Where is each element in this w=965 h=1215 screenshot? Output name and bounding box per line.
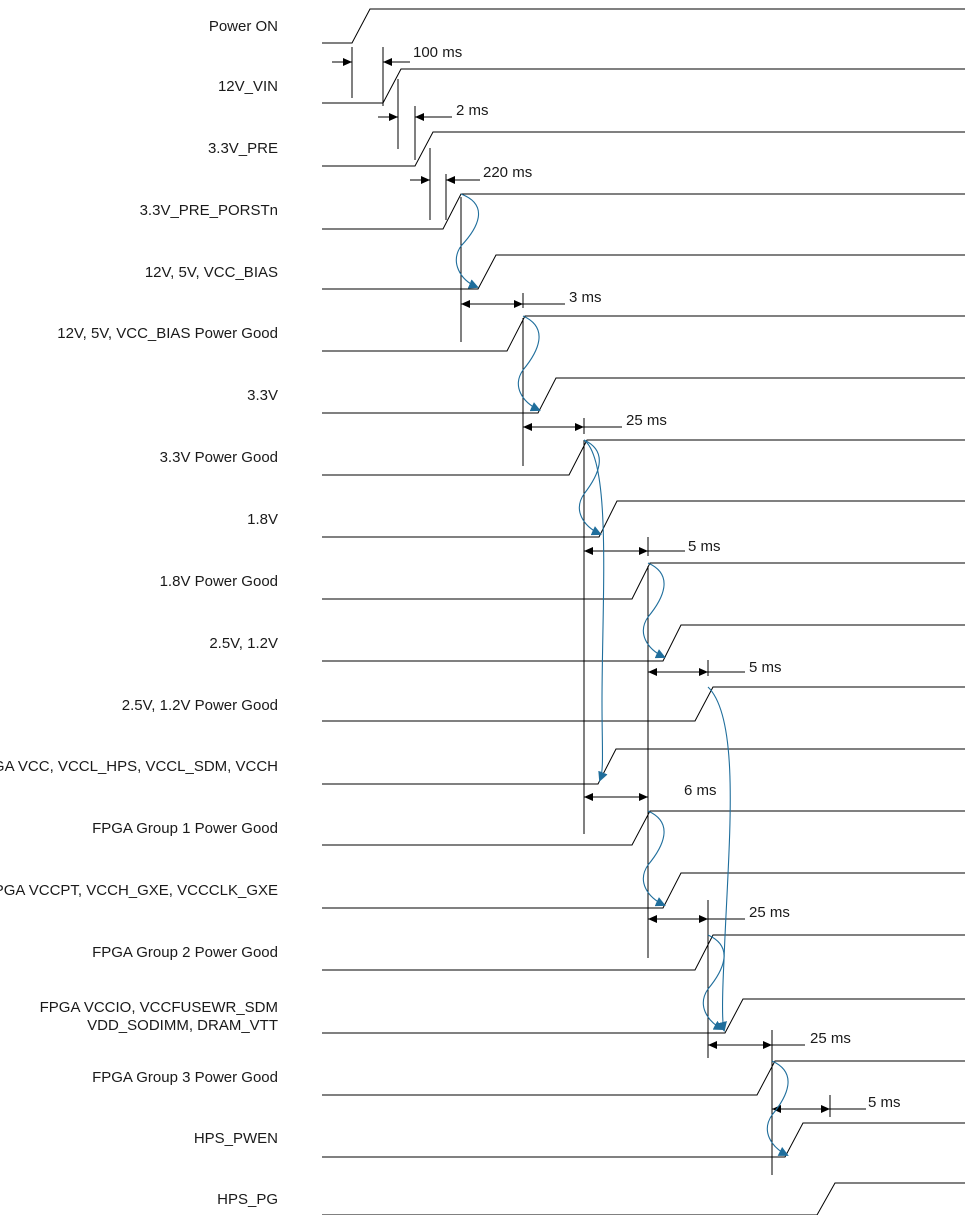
dependency-arrow <box>707 686 731 1032</box>
delay-dimensions: 100 ms 2 ms 220 ms 3 ms 25 ms 5 ms 5 ms 6 ms 25 … <box>332 44 901 1175</box>
signal-label: 3.3V_PRE_PORSTn <box>140 202 278 219</box>
waveform-trace <box>322 624 965 662</box>
waveform-trace <box>322 1060 965 1096</box>
signal-label: HPS_PWEN <box>194 1130 278 1147</box>
signal-label: FPGA VCC, VCCL_HPS, VCCL_SDM, VCCH <box>0 758 278 775</box>
delay-label: 5 ms <box>868 1094 901 1111</box>
waveform-trace <box>322 562 965 600</box>
signal-label: 12V, 5V, VCC_BIAS <box>145 264 278 281</box>
dependency-arrow <box>642 810 666 907</box>
waveform-trace <box>322 810 965 846</box>
waveform-trace <box>322 131 965 167</box>
signal-label: FPGA VCCIO, VCCFUSEWR_SDM <box>40 999 278 1016</box>
delay-label: 220 ms <box>483 164 532 181</box>
waveform-trace <box>322 315 965 352</box>
delay-label: 100 ms <box>413 44 462 61</box>
signal-label: HPS_PG <box>217 1191 278 1208</box>
signal-labels: Power ON 12V_VIN 3.3V_PRE 3.3V_PRE_PORSTn 12… <box>0 18 278 1208</box>
delay-label: 25 ms <box>749 904 790 921</box>
dependency-arrow <box>583 439 608 782</box>
waveform-trace <box>322 1122 965 1158</box>
waveform-trace <box>322 193 965 230</box>
signal-label: 3.3V Power Good <box>160 449 278 466</box>
delay-label: 25 ms <box>626 412 667 429</box>
delay-label: 2 ms <box>456 102 489 119</box>
waveform-trace <box>322 500 965 538</box>
signal-label: VDD_SODIMM, DRAM_VTT <box>87 1017 278 1034</box>
dependency-arrow <box>455 193 479 289</box>
signal-label: 2.5V, 1.2V <box>209 635 278 652</box>
signal-label: Power ON <box>209 18 278 35</box>
waveform-trace <box>322 439 965 476</box>
waveform-trace <box>322 748 965 785</box>
signal-label: FPGA Group 2 Power Good <box>92 944 278 961</box>
dependency-arrow <box>766 1060 789 1156</box>
dependency-arrow <box>702 934 725 1030</box>
signal-label: 12V, 5V, VCC_BIAS Power Good <box>57 325 278 342</box>
signal-label: 2.5V, 1.2V Power Good <box>122 697 278 714</box>
signal-label: FPGA Group 1 Power Good <box>92 820 278 837</box>
delay-label: 25 ms <box>810 1030 851 1047</box>
waveforms <box>322 8 965 1215</box>
waveform-trace <box>322 686 965 722</box>
waveform-trace <box>322 934 965 971</box>
dependency-arrows <box>455 193 789 1156</box>
signal-label: 3.3V_PRE <box>208 140 278 157</box>
waveform-trace <box>322 68 965 104</box>
dependency-arrow <box>517 315 541 412</box>
waveform-trace <box>322 872 965 909</box>
signal-label: 12V_VIN <box>218 78 278 95</box>
signal-label: 1.8V Power Good <box>160 573 278 590</box>
signal-label: 3.3V <box>247 387 278 404</box>
delay-label: 6 ms <box>684 782 717 799</box>
waveform-trace <box>322 254 965 290</box>
waveform-trace <box>322 377 965 414</box>
waveform-trace <box>322 1182 965 1215</box>
signal-label: FPGA Group 3 Power Good <box>92 1069 278 1086</box>
signal-label: FPGA VCCPT, VCCH_GXE, VCCCLK_GXE <box>0 882 278 899</box>
dependency-arrow <box>642 562 666 659</box>
waveform-trace <box>322 998 965 1034</box>
delay-label: 5 ms <box>749 659 782 676</box>
dependency-arrow <box>578 439 602 536</box>
waveform-trace <box>322 8 965 44</box>
delay-label: 5 ms <box>688 538 721 555</box>
signal-label: 1.8V <box>247 511 278 528</box>
delay-label: 3 ms <box>569 289 602 306</box>
